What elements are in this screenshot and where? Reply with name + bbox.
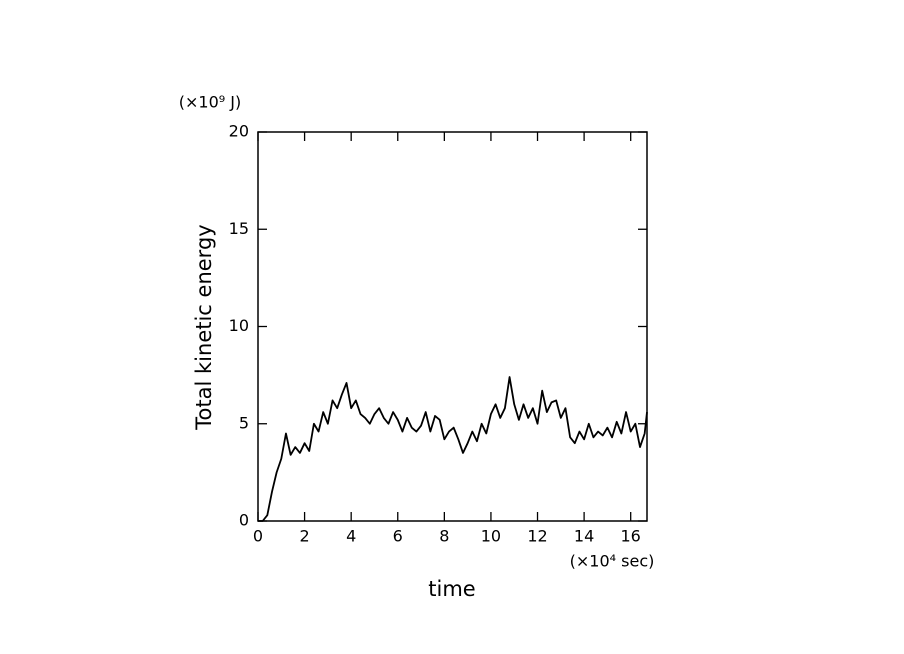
y-unit: (×10⁹ J): [179, 93, 241, 112]
y-tick-label: 20: [229, 122, 249, 141]
x-tick-label: 10: [481, 527, 501, 546]
x-unit: (×10⁴ sec): [570, 552, 655, 571]
x-tick-label: 16: [621, 527, 641, 546]
x-tick-label: 4: [346, 527, 356, 546]
y-tick-label: 5: [239, 413, 249, 432]
x-tick-label: 0: [253, 527, 263, 546]
x-tick-label: 8: [439, 527, 449, 546]
x-tick-label: 12: [527, 527, 547, 546]
x-axis-label: time: [428, 577, 475, 601]
y-axis-label: Total kinetic energy: [192, 224, 216, 430]
plot-frame: [257, 131, 648, 522]
x-tick-label: 14: [574, 527, 594, 546]
y-tick-label: 10: [229, 316, 249, 335]
data-line: [258, 376, 648, 522]
x-tick-label: 6: [393, 527, 403, 546]
y-tick-label: 15: [229, 219, 249, 238]
y-tick-label: 0: [239, 511, 249, 530]
x-tick-label: 2: [299, 527, 309, 546]
